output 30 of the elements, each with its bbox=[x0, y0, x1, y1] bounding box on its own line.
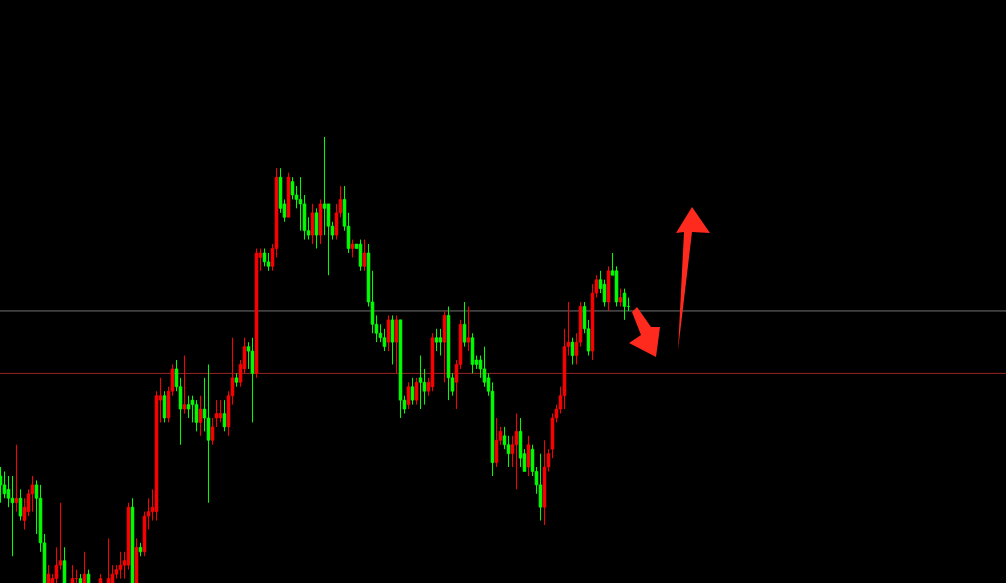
candlestick bbox=[222, 399, 227, 432]
candlestick bbox=[314, 207, 319, 249]
candlestick bbox=[538, 453, 543, 522]
candlestick bbox=[570, 337, 575, 365]
candlestick bbox=[322, 136, 327, 236]
candlestick bbox=[434, 328, 439, 352]
candlestick bbox=[10, 475, 15, 557]
candlestick bbox=[310, 203, 315, 245]
candlestick bbox=[386, 314, 391, 352]
candlestick bbox=[462, 301, 467, 348]
candlestick bbox=[162, 390, 167, 423]
candlestick bbox=[218, 399, 223, 423]
candlestick bbox=[182, 355, 187, 415]
candlestick bbox=[194, 399, 199, 432]
candlestick bbox=[0, 466, 3, 504]
candlestick bbox=[410, 377, 415, 406]
candlestick bbox=[438, 328, 443, 357]
candlestick bbox=[526, 435, 531, 477]
candlestick bbox=[18, 488, 23, 522]
candlestick bbox=[418, 355, 423, 410]
candlestick bbox=[186, 395, 191, 419]
candlestick bbox=[390, 314, 395, 365]
candlestick bbox=[406, 381, 411, 410]
candlestick bbox=[62, 546, 67, 583]
candlestick bbox=[466, 305, 471, 352]
candlestick bbox=[250, 337, 255, 423]
candlestick bbox=[14, 444, 19, 513]
candlestick bbox=[382, 328, 387, 352]
candlestick bbox=[206, 363, 211, 504]
candlestick bbox=[30, 475, 35, 513]
